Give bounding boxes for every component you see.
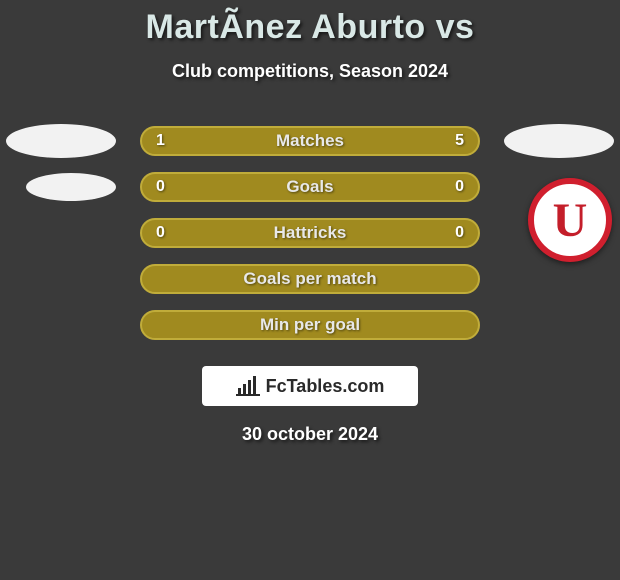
stat-row: Goals per match xyxy=(0,256,620,302)
stat-label: Hattricks xyxy=(274,223,347,243)
club-logo-letter: U xyxy=(553,193,588,248)
club-logo: U xyxy=(520,178,620,262)
infographic-card: MartÃ­nez Aburto vs Club competitions, S… xyxy=(0,0,620,580)
stat-row: Min per goal xyxy=(0,302,620,348)
club-logo-circle: U xyxy=(528,178,612,262)
stat-right-value: 0 xyxy=(455,224,464,242)
fctables-brand[interactable]: FcTables.com xyxy=(202,366,418,406)
stat-left-value: 0 xyxy=(156,224,165,242)
generated-date: 30 october 2024 xyxy=(0,424,620,445)
stat-bar: 0 Goals 0 xyxy=(140,172,480,202)
stat-label: Min per goal xyxy=(260,315,360,335)
subtitle: Club competitions, Season 2024 xyxy=(0,61,620,82)
stat-right-value: 5 xyxy=(455,132,464,150)
stat-right-value: 0 xyxy=(455,178,464,196)
stat-bar: Min per goal xyxy=(140,310,480,340)
stat-bar: Goals per match xyxy=(140,264,480,294)
right-badge xyxy=(504,124,614,158)
stat-left-value: 1 xyxy=(156,132,165,150)
stat-label: Goals per match xyxy=(243,269,376,289)
stat-left-value: 0 xyxy=(156,178,165,196)
stat-row: 1 Matches 5 xyxy=(0,118,620,164)
page-title: MartÃ­nez Aburto vs xyxy=(0,0,620,47)
fctables-text: FcTables.com xyxy=(266,376,385,397)
stat-bar: 1 Matches 5 xyxy=(140,126,480,156)
stat-label: Goals xyxy=(286,177,333,197)
stat-bar: 0 Hattricks 0 xyxy=(140,218,480,248)
chart-bars-icon xyxy=(236,376,260,396)
left-badge xyxy=(26,173,116,201)
left-badge xyxy=(6,124,116,158)
stat-label: Matches xyxy=(276,131,344,151)
